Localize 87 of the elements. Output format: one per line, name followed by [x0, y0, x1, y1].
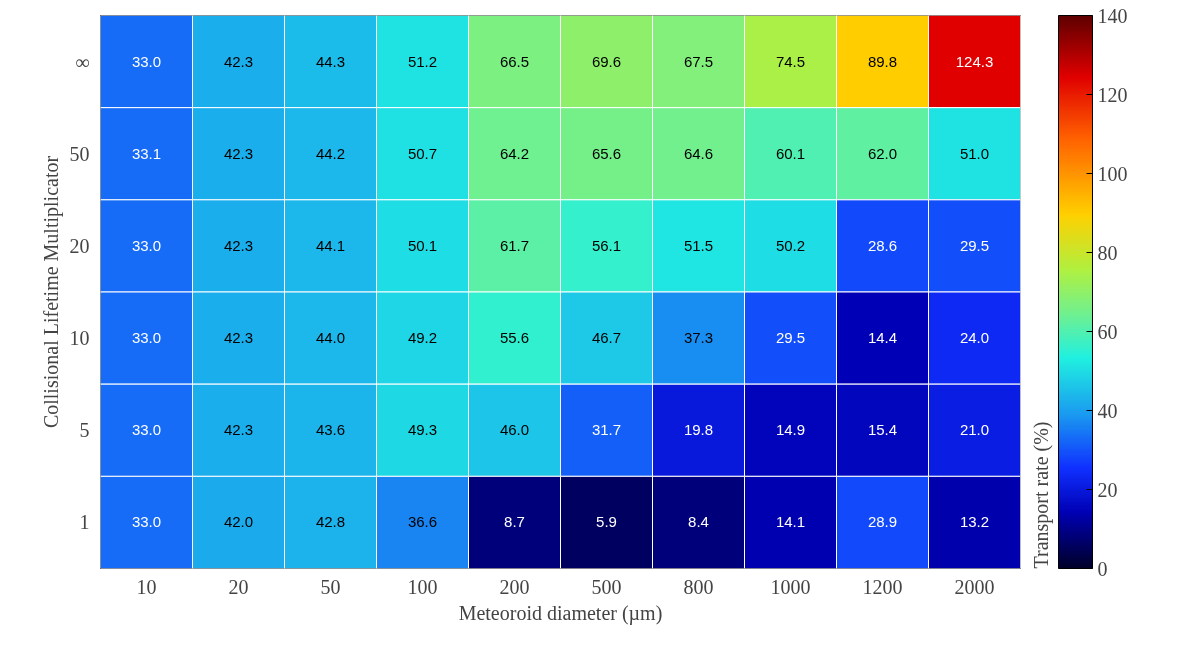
data-label: 44.2 [315, 144, 346, 162]
x-tick-label: 200 [499, 575, 530, 598]
data-label: 60.1 [775, 144, 806, 162]
data-label: 14.4 [867, 329, 898, 347]
data-label: 33.0 [131, 513, 162, 531]
data-label: 51.5 [683, 236, 714, 254]
color-bar-label: 120 [1097, 83, 1128, 106]
data-label: 42.3 [223, 236, 254, 254]
data-label: 46.0 [499, 421, 530, 439]
y-tick-label: 20 [69, 234, 90, 257]
data-label: 44.0 [315, 329, 346, 347]
color-bar-label: 0 [1097, 557, 1108, 580]
data-label: 36.6 [407, 513, 438, 531]
data-label: 89.8 [867, 52, 898, 70]
data-label: 33.1 [131, 144, 162, 162]
x-tick-label: 2000 [954, 575, 995, 598]
color-bar-title: Transport rate (%) [1029, 421, 1053, 569]
data-label: 31.7 [591, 421, 622, 439]
x-tick-label: 500 [591, 575, 622, 598]
data-label: 15.4 [867, 421, 898, 439]
data-label: 42.3 [223, 144, 254, 162]
data-label: 69.6 [591, 52, 622, 70]
data-label: 43.6 [315, 421, 346, 439]
data-label: 42.3 [223, 52, 254, 70]
data-label: 50.1 [407, 236, 438, 254]
y-tick-label: 50 [69, 142, 90, 165]
data-label: 51.2 [407, 52, 438, 70]
data-label: 50.7 [407, 144, 438, 162]
data-label: 5.9 [596, 513, 617, 531]
data-label: 33.0 [131, 52, 162, 70]
data-label: 55.6 [499, 329, 530, 347]
color-bar-label: 20 [1097, 478, 1118, 501]
data-label: 28.6 [867, 236, 898, 254]
x-tick-label: 10 [136, 575, 157, 598]
data-label: 62.0 [867, 144, 898, 162]
data-label: 13.2 [959, 513, 990, 531]
data-label: 29.5 [959, 236, 990, 254]
color-bar-label: 40 [1097, 399, 1118, 422]
data-label: 56.1 [591, 236, 622, 254]
y-tick-label: 5 [79, 419, 90, 442]
data-label: 44.1 [315, 236, 346, 254]
data-label: 21.0 [959, 421, 990, 439]
data-label: 33.0 [131, 329, 162, 347]
data-label: 8.7 [504, 513, 525, 531]
data-label: 65.6 [591, 144, 622, 162]
data-label: 14.1 [775, 513, 806, 531]
data-label: 42.8 [315, 513, 346, 531]
data-label: 49.2 [407, 329, 438, 347]
y-tick-label: 1 [79, 511, 90, 534]
data-label: 33.0 [131, 236, 162, 254]
data-label: 37.3 [683, 329, 714, 347]
data-label: 74.5 [775, 52, 806, 70]
color-bar-label: 100 [1097, 162, 1128, 185]
data-label: 64.2 [499, 144, 530, 162]
color-bar-label: 60 [1097, 320, 1118, 343]
data-label: 51.0 [959, 144, 990, 162]
x-tick-label: 800 [683, 575, 714, 598]
data-label: 66.5 [499, 52, 530, 70]
x-tick-label: 100 [407, 575, 438, 598]
data-label: 24.0 [959, 329, 990, 347]
data-label: 29.5 [775, 329, 806, 347]
data-label: 44.3 [315, 52, 346, 70]
data-label: 14.9 [775, 421, 806, 439]
x-tick-label: 1000 [770, 575, 811, 598]
data-label: 28.9 [867, 513, 898, 531]
data-label: 50.2 [775, 236, 806, 254]
data-label: 67.5 [683, 52, 714, 70]
data-label: 61.7 [499, 236, 530, 254]
data-label: 124.3 [955, 52, 994, 70]
data-label: 42.3 [223, 421, 254, 439]
color-bar-label: 140 [1097, 4, 1128, 27]
data-label: 49.3 [407, 421, 438, 439]
x-tick-label: 20 [228, 575, 249, 598]
data-label: 42.3 [223, 329, 254, 347]
data-label: 8.4 [688, 513, 709, 531]
y-tick-label: ∞ [75, 50, 90, 73]
y-axis-title: Collisional Lifetime Multiplicator [39, 155, 63, 429]
data-label: 42.0 [223, 513, 254, 531]
y-tick-label: 10 [69, 327, 90, 350]
x-tick-label: 50 [320, 575, 341, 598]
x-axis-title: Meteoroid diameter (µm) [458, 601, 663, 625]
data-label: 46.7 [591, 329, 622, 347]
color-bar-label: 80 [1097, 241, 1118, 264]
data-label: 19.8 [683, 421, 714, 439]
x-tick-label: 1200 [862, 575, 903, 598]
data-label: 33.0 [131, 421, 162, 439]
data-label: 64.6 [683, 144, 714, 162]
